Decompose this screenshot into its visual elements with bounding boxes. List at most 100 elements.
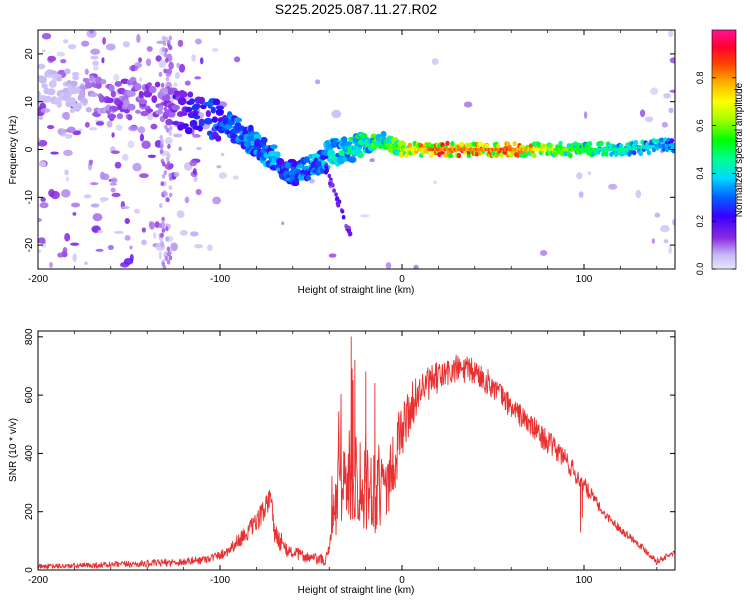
heatmap-cell	[64, 232, 71, 242]
colorbar-gradient	[712, 30, 736, 269]
heatmap-cell	[635, 189, 642, 199]
heatmap-cell	[165, 236, 169, 242]
heatmap-cell	[139, 76, 143, 82]
heatmap-cell	[193, 115, 201, 120]
heatmap-cell	[64, 133, 73, 139]
heatmap-cell	[128, 125, 139, 132]
heatmap-cell	[496, 143, 501, 149]
heatmap-cell	[56, 77, 62, 82]
heatmap-cell	[161, 227, 166, 233]
snr-y-ticks: 0 200 400 600 800	[24, 328, 675, 573]
heatmap-cell	[129, 245, 133, 250]
heatmap-cell	[141, 227, 146, 233]
heatmap-cell	[79, 98, 88, 103]
heatmap-cell	[145, 58, 152, 67]
heatmap-cell	[194, 76, 202, 80]
heatmap-cell	[189, 231, 199, 237]
heatmap-cell	[478, 141, 483, 147]
spectrogram-x-label: Height of straight line (km)	[298, 285, 415, 296]
heatmap-cell	[206, 244, 213, 251]
heatmap-cell	[110, 187, 116, 193]
heatmap-cell	[178, 63, 186, 73]
heatmap-cell	[203, 117, 213, 125]
heatmap-cell	[578, 191, 584, 198]
heatmap-cell	[559, 151, 565, 157]
y-tick-label: 0	[24, 567, 35, 573]
heatmap-cell	[158, 59, 166, 68]
snr-series-line	[38, 336, 675, 570]
heatmap-cell	[148, 85, 157, 94]
heatmap-cell	[38, 96, 42, 105]
heatmap-cell	[445, 140, 450, 146]
heatmap-cell	[584, 111, 588, 120]
heatmap-cell	[166, 160, 171, 166]
heatmap-cell	[110, 90, 116, 98]
heatmap-cell	[109, 182, 117, 186]
heatmap-cells	[38, 30, 675, 269]
heatmap-cell	[152, 232, 157, 239]
heatmap-cell	[95, 248, 104, 252]
heatmap-cell	[63, 149, 73, 156]
heatmap-cell	[281, 221, 285, 226]
heatmap-cell	[474, 151, 480, 157]
heatmap-cell	[448, 152, 453, 159]
heatmap-cell	[68, 97, 77, 106]
heatmap-cell	[466, 152, 471, 159]
heatmap-cell	[179, 229, 188, 236]
heatmap-cell	[305, 175, 312, 181]
heatmap-cell	[253, 133, 262, 141]
colorbar-frame	[711, 29, 737, 270]
heatmap-cell	[101, 57, 105, 64]
heatmap-cell	[661, 146, 666, 152]
heatmap-cell	[220, 152, 225, 157]
heatmap-cell	[178, 146, 182, 151]
heatmap-cell	[195, 188, 202, 196]
y-tick-label: 0	[24, 146, 35, 152]
heatmap-cell	[646, 150, 652, 156]
heatmap-cell	[276, 158, 285, 166]
heatmap-cell	[194, 38, 202, 45]
heatmap-cell	[327, 173, 332, 179]
heatmap-cell	[85, 82, 93, 89]
heatmap-cell	[114, 161, 122, 169]
heatmap-cell	[165, 68, 173, 75]
heatmap-cell	[161, 46, 166, 52]
heatmap-cell	[116, 113, 124, 120]
heatmap-cell	[114, 80, 122, 87]
heatmap-cell	[433, 180, 438, 184]
heatmap-cell	[196, 146, 202, 151]
heatmap-cell	[663, 93, 672, 99]
heatmap-cell	[38, 237, 46, 244]
heatmap-cell	[111, 132, 115, 138]
heatmap-cell	[160, 181, 165, 187]
heatmap-cell	[669, 57, 675, 64]
heatmap-cell	[105, 43, 116, 51]
heatmap-cell	[180, 91, 188, 98]
heatmap-cell	[199, 57, 204, 65]
heatmap-cell	[332, 188, 336, 193]
heatmap-cell	[164, 94, 171, 102]
heatmap-cell	[86, 30, 97, 39]
heatmap-cell	[168, 172, 172, 178]
heatmap-cell	[369, 158, 375, 163]
heatmap-cell	[66, 126, 76, 134]
heatmap-cell	[168, 185, 173, 191]
heatmap-cell	[61, 189, 71, 198]
heatmap-cell	[140, 110, 149, 117]
heatmap-cell	[491, 150, 496, 156]
heatmap-cell	[48, 80, 57, 88]
heatmap-cell	[158, 71, 163, 77]
heatmap-cell	[233, 117, 243, 123]
heatmap-cell	[57, 127, 65, 135]
heatmap-cell	[212, 196, 222, 205]
heatmap-cell	[303, 156, 310, 163]
heatmap-cell	[107, 244, 114, 251]
y-tick-label: -20	[24, 237, 35, 252]
heatmap-cell	[146, 112, 154, 121]
heatmap-cell	[428, 152, 434, 159]
spectrogram-x-ticks: -200 -100 0 100	[28, 30, 658, 285]
heatmap-cell	[38, 161, 47, 167]
heatmap-cell	[167, 88, 174, 96]
